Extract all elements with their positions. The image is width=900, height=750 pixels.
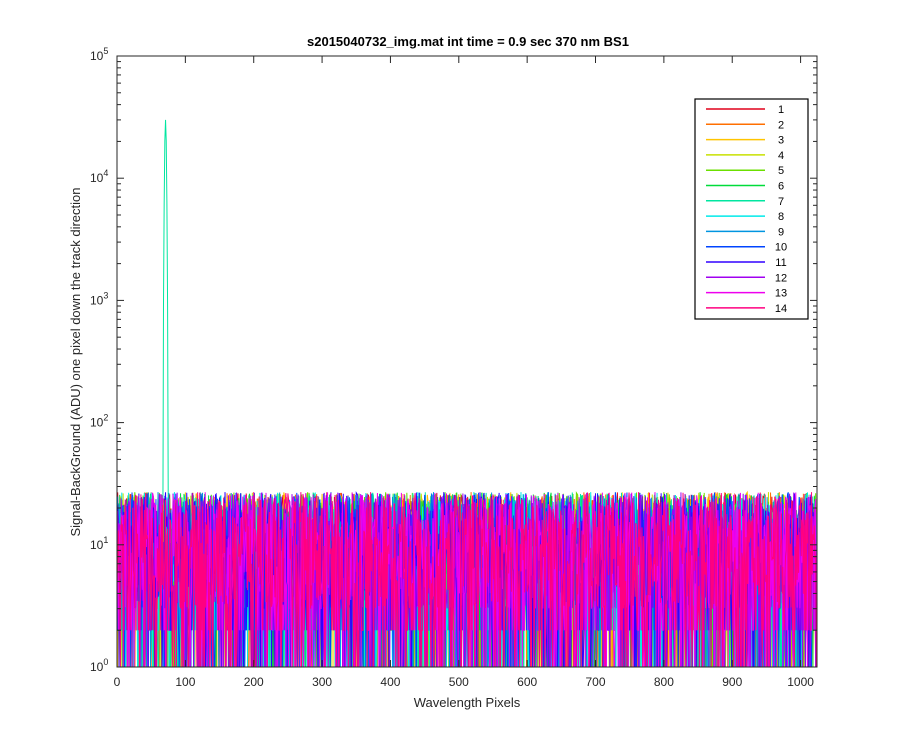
x-tick-label: 200 <box>244 675 264 689</box>
y-tick-label: 104 <box>90 168 108 185</box>
x-tick-label: 100 <box>175 675 195 689</box>
y-tick-label: 105 <box>90 46 108 63</box>
legend-label: 13 <box>775 288 787 300</box>
x-tick-label: 700 <box>586 675 606 689</box>
axes-box <box>116 55 818 668</box>
y-axis-label: Signal-BackGround (ADU) one pixel down t… <box>68 187 83 536</box>
legend-label: 14 <box>775 303 787 315</box>
legend-label: 1 <box>778 104 784 116</box>
legend-label: 2 <box>778 119 784 131</box>
x-axis-label: Wavelength Pixels <box>414 695 521 710</box>
legend-label: 7 <box>778 196 784 208</box>
chart-title: s2015040732_img.mat int time = 0.9 sec 3… <box>307 34 629 49</box>
legend-label: 12 <box>775 272 787 284</box>
x-tick-label: 400 <box>380 675 400 689</box>
series-line-14 <box>116 492 817 668</box>
x-tick-label: 0 <box>114 675 121 689</box>
legend-label: 8 <box>778 211 784 223</box>
y-tick-label: 102 <box>90 413 108 430</box>
x-tick-label: 500 <box>449 675 469 689</box>
x-tick-label: 900 <box>722 675 742 689</box>
y-tick-label: 100 <box>90 657 108 674</box>
x-tick-label: 600 <box>517 675 537 689</box>
x-tick-label: 300 <box>312 675 332 689</box>
x-tick-label: 800 <box>654 675 674 689</box>
y-tick-label: 103 <box>90 290 108 307</box>
x-tick-label: 1000 <box>787 675 814 689</box>
legend-label: 11 <box>775 257 786 269</box>
y-tick-label: 101 <box>90 535 108 552</box>
series-layer <box>116 119 818 668</box>
legend-label: 3 <box>778 135 784 147</box>
legend-box <box>694 98 809 320</box>
legend-label: 5 <box>778 165 784 177</box>
legend-label: 4 <box>778 150 784 162</box>
legend-label: 10 <box>775 242 787 254</box>
legend-label: 6 <box>778 181 784 193</box>
legend-label: 9 <box>778 226 784 238</box>
